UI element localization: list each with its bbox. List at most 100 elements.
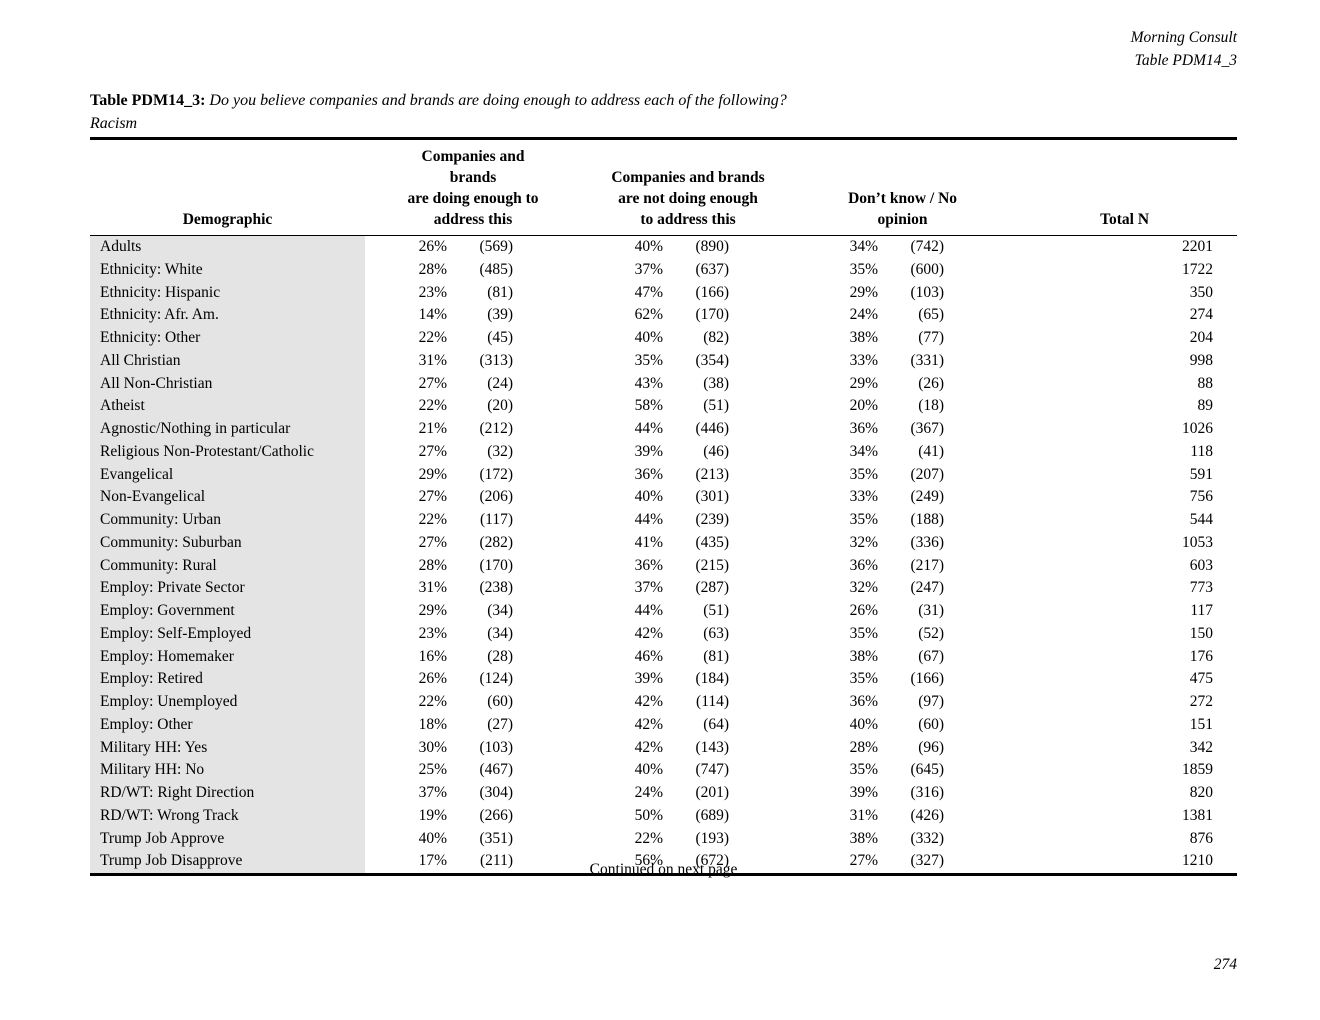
dont-know-pct-cell: 32%	[849, 533, 879, 551]
dont-know-n-cell: (247)	[910, 579, 945, 597]
not-doing-enough-pct-cell: 36%	[634, 556, 664, 574]
doing-enough-pct-cell: 18%	[418, 715, 447, 733]
table-row: Ethnicity: White 28% (485) 37% (637) 35%…	[90, 258, 1237, 282]
doing-enough-n-cell: (238)	[479, 579, 514, 597]
doing-enough-pct-cell: 22%	[418, 397, 447, 415]
demographic-cell: Employ: Private Sector	[90, 577, 365, 600]
table-title: Table PDM14_3: Do you believe companies …	[90, 89, 1237, 135]
total-n-cell: 998	[1189, 351, 1214, 369]
demographic-cell: Employ: Retired	[90, 668, 365, 691]
not-doing-enough-n-cell: (81)	[703, 647, 730, 665]
doing-enough-n-cell: (117)	[480, 511, 514, 528]
not-doing-enough-n-cell: (637)	[695, 260, 730, 278]
crosstab-table: Demographic Companies and brands are doi…	[90, 137, 1238, 876]
total-n-cell: 342	[1189, 738, 1214, 756]
dont-know-pct-cell: 33%	[849, 351, 879, 369]
total-n-cell: 350	[1189, 283, 1214, 301]
doing-enough-pct-cell: 22%	[418, 511, 447, 528]
table-row: Employ: Homemaker 16% (28) 46% (81) 38% …	[90, 645, 1237, 669]
dont-know-n-cell: (249)	[910, 488, 945, 506]
table-row: All Non-Christian 27% (24) 43% (38) 29% …	[90, 372, 1237, 396]
total-n-cell: 1026	[1182, 420, 1214, 437]
not-doing-enough-pct-cell: 58%	[634, 397, 664, 415]
doing-enough-n-cell: (45)	[487, 329, 514, 346]
table-row: Evangelical 29% (172) 36% (213) 35% (207…	[90, 463, 1237, 487]
table-row: Military HH: Yes 30% (103) 42% (143) 28%…	[90, 736, 1237, 760]
dont-know-n-cell: (18)	[918, 397, 945, 415]
doing-enough-n-cell: (304)	[479, 784, 514, 801]
demographic-cell: All Christian	[90, 349, 365, 373]
doing-enough-n-cell: (266)	[479, 806, 514, 824]
not-doing-enough-n-cell: (63)	[703, 624, 730, 642]
demographic-cell: Ethnicity: Afr. Am.	[90, 304, 365, 327]
demographic-cell: Employ: Homemaker	[90, 645, 365, 669]
table-row: Community: Suburban 27% (282) 41% (435) …	[90, 531, 1237, 555]
table-reference: Table PDM14_3	[1134, 52, 1237, 69]
not-doing-enough-pct-cell: 36%	[634, 465, 664, 483]
doing-enough-n-cell: (569)	[479, 238, 514, 255]
doing-enough-n-cell: (212)	[479, 420, 514, 437]
total-n-cell: 118	[1190, 442, 1214, 460]
not-doing-enough-n-cell: (51)	[703, 602, 730, 619]
not-doing-enough-n-cell: (213)	[695, 465, 730, 483]
table-row: Adults 26% (569) 40% (890) 34% (742) 220…	[90, 235, 1237, 259]
not-doing-enough-n-cell: (689)	[695, 806, 730, 824]
total-n-cell: 820	[1189, 784, 1214, 801]
dont-know-n-cell: (336)	[910, 533, 945, 551]
dont-know-pct-cell: 26%	[849, 602, 879, 619]
dont-know-pct-cell: 36%	[849, 420, 879, 437]
dont-know-n-cell: (327)	[910, 852, 945, 870]
not-doing-enough-pct-cell: 62%	[634, 306, 664, 324]
page-number: 274	[1213, 956, 1237, 973]
not-doing-enough-pct-cell: 22%	[634, 829, 664, 847]
dont-know-pct-cell: 35%	[849, 670, 879, 688]
doing-enough-n-cell: (124)	[479, 670, 514, 688]
total-n-cell: 544	[1189, 511, 1214, 528]
dont-know-n-cell: (217)	[910, 556, 945, 574]
dont-know-pct-cell: 27%	[849, 852, 879, 870]
dont-know-n-cell: (26)	[918, 374, 945, 392]
not-doing-enough-pct-cell: 42%	[634, 624, 664, 642]
not-doing-enough-n-cell: (38)	[703, 374, 730, 392]
not-doing-enough-n-cell: (201)	[695, 784, 730, 801]
dont-know-pct-cell: 36%	[849, 556, 879, 574]
dont-know-n-cell: (645)	[910, 761, 945, 779]
doing-enough-pct-cell: 14%	[418, 306, 447, 324]
not-doing-enough-pct-cell: 35%	[634, 351, 664, 369]
demographic-cell: Community: Suburban	[90, 531, 365, 555]
table-row: Community: Rural 28% (170) 36% (215) 36%…	[90, 554, 1237, 578]
dont-know-n-cell: (52)	[918, 624, 945, 642]
doing-enough-n-cell: (485)	[479, 260, 514, 278]
doing-enough-n-cell: (34)	[487, 602, 514, 619]
dont-know-pct-cell: 29%	[849, 283, 879, 301]
doing-enough-n-cell: (282)	[479, 533, 514, 551]
doing-enough-n-cell: (27)	[487, 715, 514, 733]
title-question: Do you believe companies and brands are …	[209, 92, 787, 109]
demographic-cell: Ethnicity: Other	[90, 327, 365, 350]
demographic-cell: Employ: Unemployed	[90, 691, 365, 714]
demographic-cell: Ethnicity: White	[90, 258, 365, 282]
demographic-cell: Employ: Government	[90, 600, 365, 623]
doing-enough-pct-cell: 29%	[418, 602, 447, 619]
doing-enough-n-cell: (34)	[487, 624, 514, 642]
dont-know-n-cell: (31)	[918, 602, 945, 619]
dont-know-n-cell: (60)	[918, 715, 945, 733]
dont-know-pct-cell: 29%	[849, 374, 879, 392]
not-doing-enough-pct-cell: 40%	[634, 488, 664, 506]
table-row: RD/WT: Wrong Track 19% (266) 50% (689) 3…	[90, 804, 1237, 828]
total-n-cell: 117	[1190, 602, 1214, 619]
demographic-cell: Community: Urban	[90, 509, 365, 532]
not-doing-enough-pct-cell: 50%	[634, 806, 664, 824]
not-doing-enough-n-cell: (184)	[695, 670, 730, 688]
not-doing-enough-n-cell: (143)	[695, 738, 730, 756]
table-row: Ethnicity: Other 22% (45) 40% (82) 38% (…	[90, 327, 1237, 350]
dont-know-n-cell: (207)	[910, 465, 945, 483]
dont-know-n-cell: (77)	[918, 329, 945, 346]
dont-know-pct-cell: 39%	[849, 784, 879, 801]
total-n-cell: 475	[1189, 670, 1214, 688]
dont-know-n-cell: (103)	[910, 283, 945, 301]
demographic-cell: Ethnicity: Hispanic	[90, 281, 365, 305]
total-n-cell: 591	[1189, 465, 1214, 483]
not-doing-enough-n-cell: (435)	[695, 533, 730, 551]
